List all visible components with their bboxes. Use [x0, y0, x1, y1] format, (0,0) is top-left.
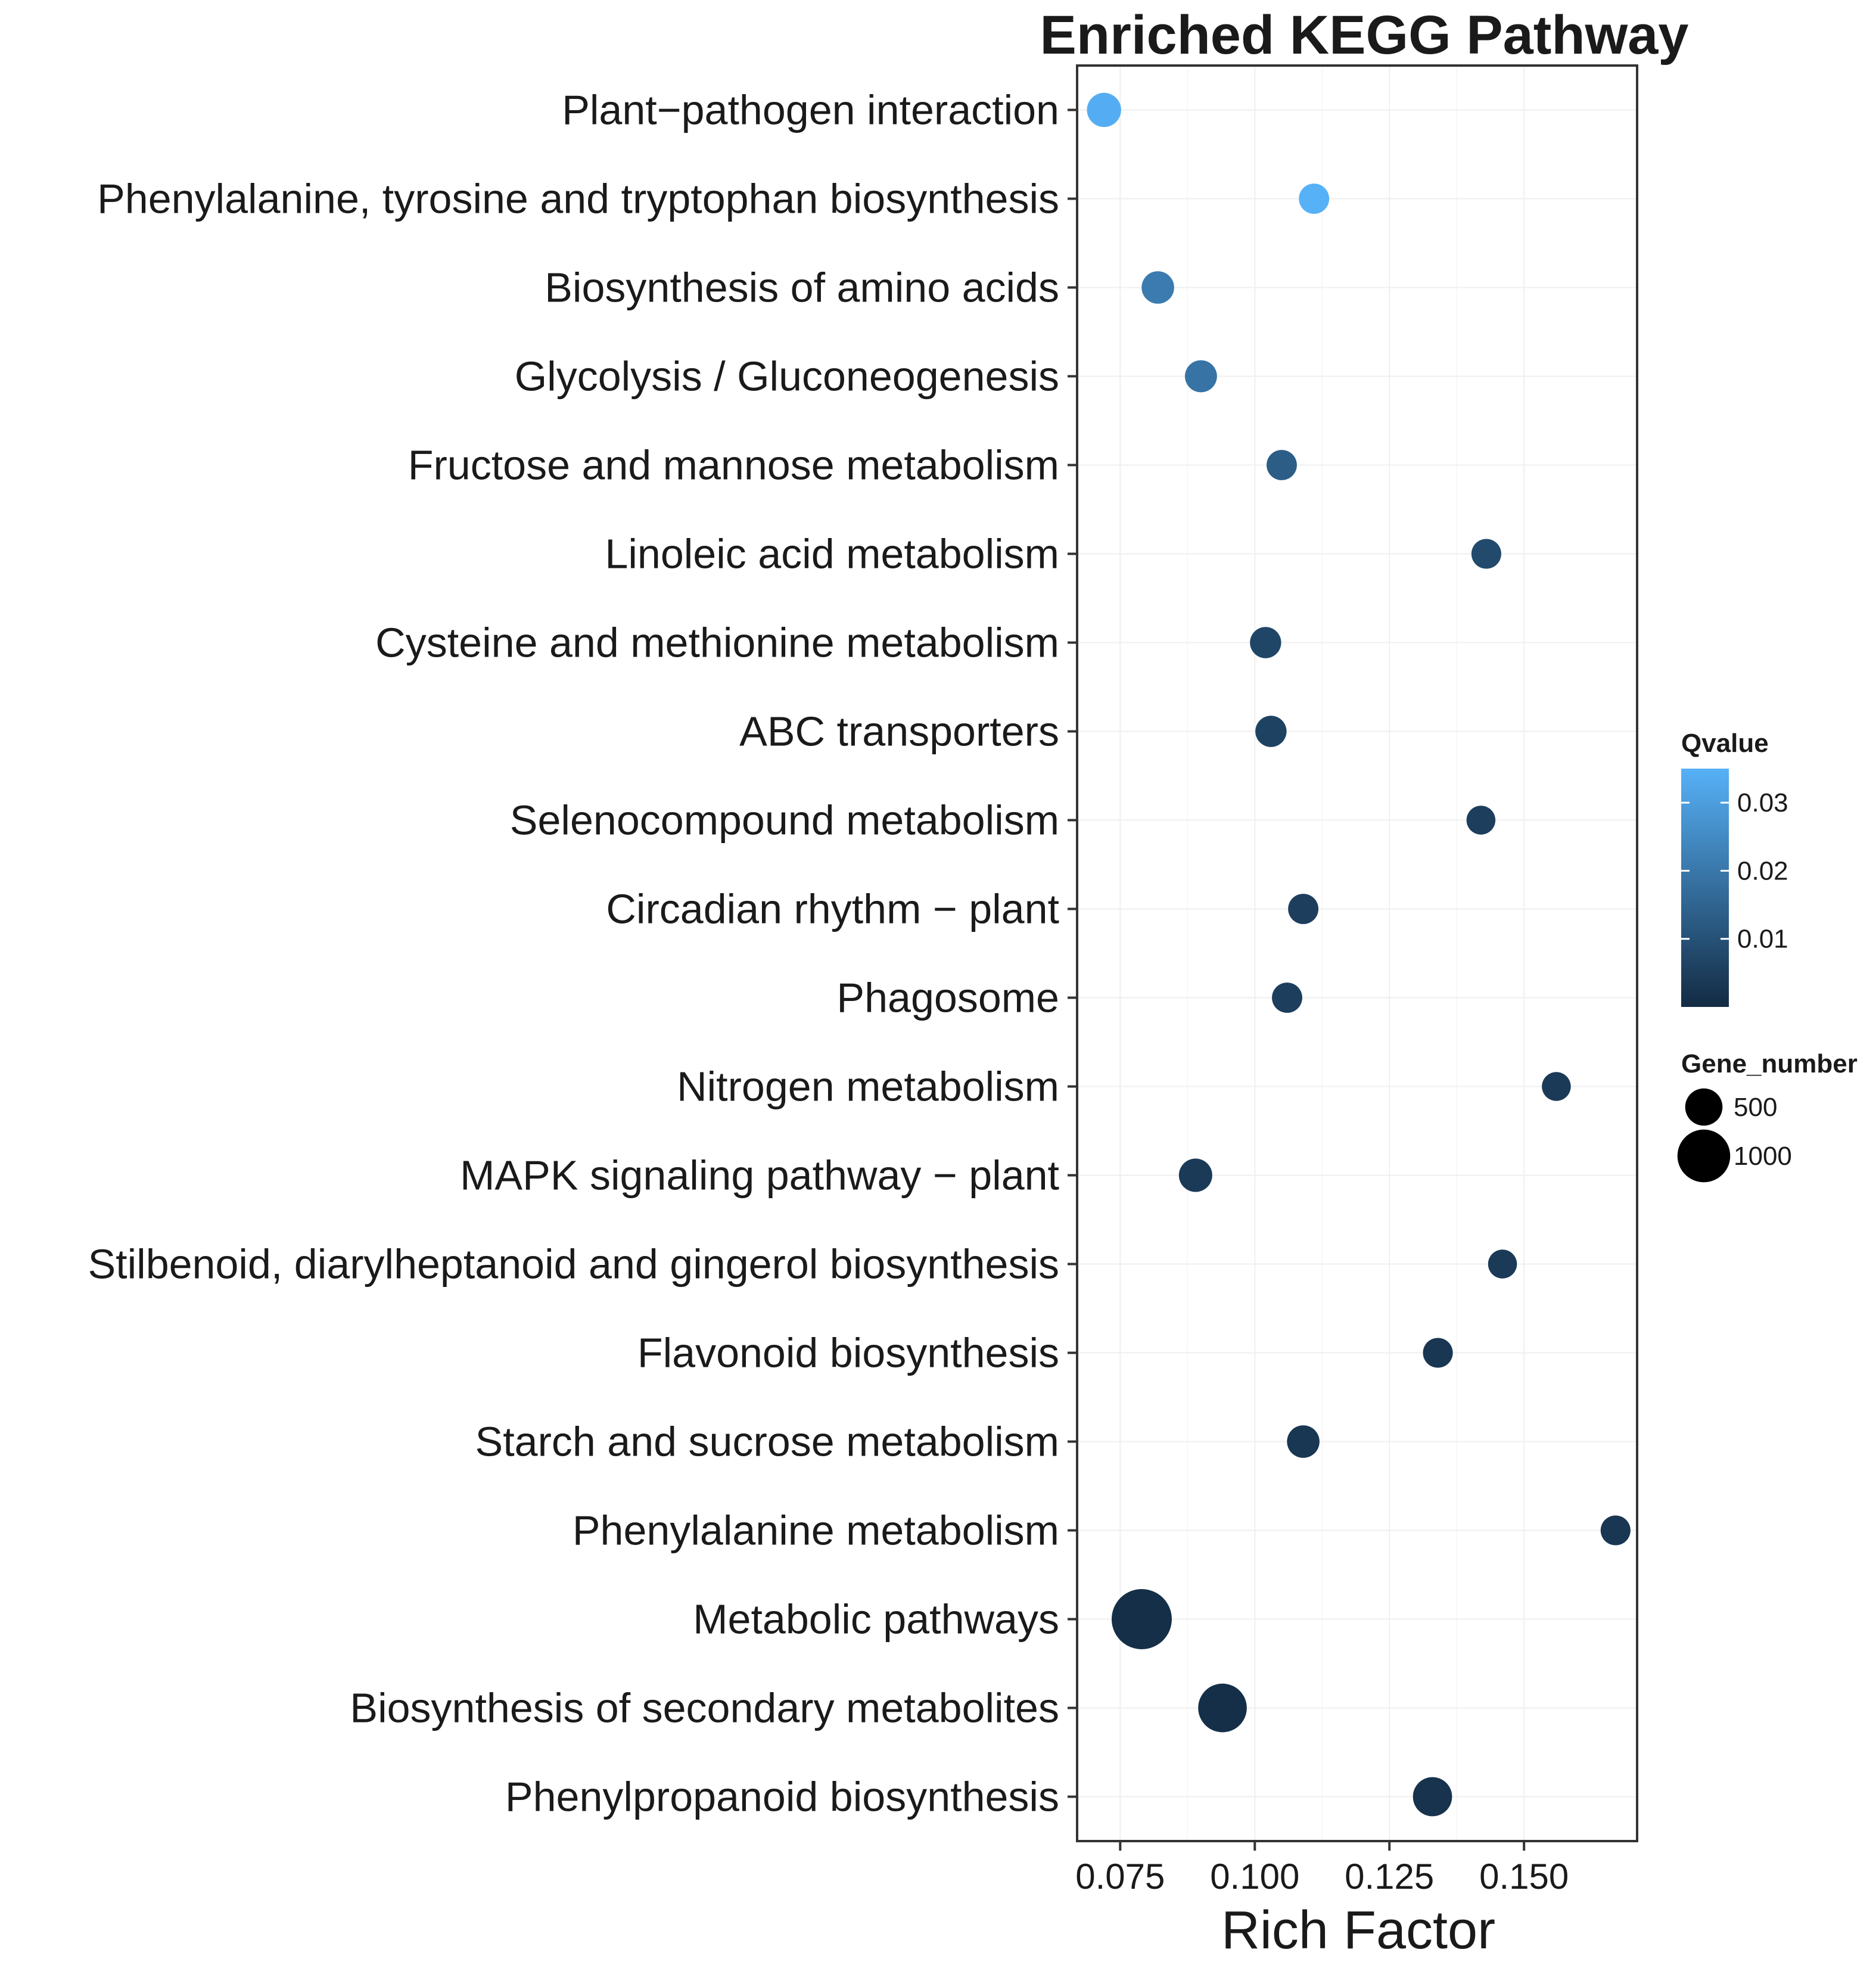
y-tick-label: Metabolic pathways [693, 1596, 1059, 1643]
y-tick-label: Phagosome [836, 975, 1059, 1021]
gene-number-legend: Gene_number 500 1000 [1677, 1049, 1858, 1183]
y-tick-label: Phenylpropanoid biosynthesis [505, 1774, 1059, 1820]
data-point [1198, 1683, 1247, 1733]
y-tick-label: Linoleic acid metabolism [605, 531, 1059, 577]
gene-number-legend-label: 1000 [1734, 1142, 1792, 1171]
data-point [1255, 716, 1287, 747]
x-tick-label: 0.100 [1210, 1857, 1299, 1897]
y-tick-label: Selenocompound metabolism [510, 797, 1059, 844]
grid-lines [1077, 66, 1637, 1841]
data-point [1288, 894, 1319, 924]
y-tick-label: Circadian rhythm − plant [606, 886, 1059, 932]
y-tick-label: Cysteine and methionine metabolism [375, 620, 1059, 666]
y-tick-label: MAPK signaling pathway − plant [460, 1152, 1059, 1199]
data-point [1413, 1777, 1452, 1817]
data-point [1250, 627, 1281, 658]
gene-number-legend-items: 500 1000 [1677, 1088, 1792, 1183]
x-axis-ticks: 0.075 0.100 0.125 0.150 [1075, 1841, 1569, 1897]
data-point [1141, 271, 1174, 304]
qvalue-legend: Qvalue 0.01 0.02 0.03 [1681, 729, 1788, 1007]
qvalue-colorbar [1681, 769, 1729, 1007]
y-tick-label: Stilbenoid, diarylheptanoid and gingerol… [88, 1241, 1059, 1288]
gene-number-legend-label: 500 [1734, 1093, 1777, 1122]
x-tick-label: 0.075 [1075, 1857, 1165, 1897]
y-tick-label: Glycolysis / Gluconeogenesis [515, 353, 1059, 400]
data-point [1184, 360, 1217, 393]
qvalue-legend-title: Qvalue [1681, 729, 1769, 758]
y-tick-label: Plant−pathogen interaction [562, 87, 1059, 133]
data-point [1466, 806, 1496, 835]
y-tick-label: Flavonoid biosynthesis [637, 1330, 1059, 1376]
plot-panel [1076, 64, 1638, 1842]
y-tick-label: Biosynthesis of amino acids [545, 265, 1059, 311]
qvalue-legend-ticks: 0.01 0.02 0.03 [1681, 788, 1788, 954]
data-point [1178, 1158, 1212, 1192]
qvalue-tick-label: 0.02 [1737, 856, 1788, 885]
data-point [1600, 1515, 1631, 1546]
data-point [1287, 1425, 1320, 1458]
gene-number-legend-title: Gene_number [1681, 1049, 1858, 1078]
y-axis-ticks [1068, 108, 1077, 1798]
data-point [1111, 1589, 1172, 1649]
gene-number-legend-key [1677, 1129, 1731, 1183]
y-tick-label: Phenylalanine metabolism [573, 1507, 1059, 1554]
gene-number-legend-key [1685, 1088, 1723, 1126]
qvalue-tick-label: 0.03 [1737, 788, 1788, 817]
data-points [1087, 92, 1631, 1817]
data-point [1423, 1338, 1453, 1368]
y-tick-label: Fructose and mannose metabolism [408, 442, 1059, 489]
x-tick-label: 0.125 [1345, 1857, 1434, 1897]
data-point [1087, 92, 1121, 128]
y-tick-label: Nitrogen metabolism [677, 1064, 1059, 1110]
data-point [1267, 450, 1297, 480]
chart-title: Enriched KEGG Pathway [1040, 5, 1689, 66]
y-axis-labels: Plant−pathogen interaction Phenylalanine,… [88, 87, 1059, 1820]
qvalue-tick-label: 0.01 [1737, 925, 1788, 954]
y-tick-label: ABC transporters [739, 708, 1059, 755]
data-point [1542, 1072, 1571, 1101]
data-point [1488, 1249, 1517, 1279]
data-point [1471, 539, 1501, 569]
data-point [1299, 184, 1330, 214]
y-tick-label: Starch and sucrose metabolism [475, 1419, 1059, 1465]
data-point [1272, 983, 1302, 1013]
y-tick-label: Biosynthesis of secondary metabolites [350, 1685, 1059, 1731]
y-tick-label: Phenylalanine, tyrosine and tryptophan b… [97, 176, 1059, 222]
x-tick-label: 0.150 [1479, 1857, 1569, 1897]
x-axis-label: Rich Factor [1221, 1901, 1495, 1960]
